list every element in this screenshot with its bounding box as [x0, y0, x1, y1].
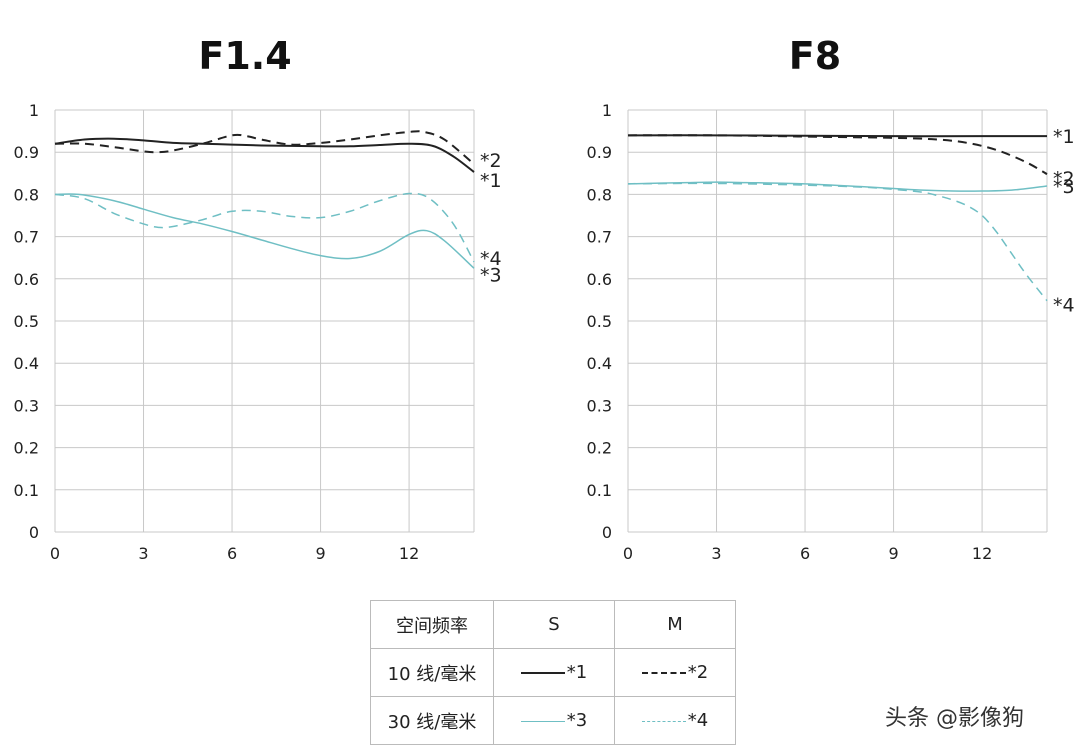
- y-tick-label: 1: [29, 101, 39, 120]
- series-label: *1: [1053, 126, 1075, 148]
- series-label: *1: [480, 170, 502, 192]
- legend-cell: *3: [493, 696, 615, 745]
- series-label: *3: [1053, 176, 1075, 198]
- legend-series-label: *4: [687, 710, 709, 731]
- y-tick-label: 0.5: [14, 312, 39, 331]
- y-tick-label: 0.4: [14, 354, 39, 373]
- legend-series-label: *3: [566, 710, 588, 731]
- legend-header-s: S: [493, 600, 615, 649]
- x-tick-label: 12: [972, 544, 992, 563]
- series-label: *4: [1053, 295, 1075, 317]
- legend-header-row: 空间频率 S M: [370, 600, 736, 649]
- series-line-star1: [54, 137, 475, 173]
- series-line-star3: [627, 181, 1048, 192]
- line-swatch-black-solid: [520, 672, 565, 674]
- x-tick-label: 0: [623, 544, 633, 563]
- legend-cell: *1: [493, 648, 615, 697]
- y-tick-label: 0.9: [14, 143, 39, 162]
- y-tick-label: 1: [602, 101, 612, 120]
- y-tick-label: 0.8: [587, 185, 612, 204]
- y-tick-label: 0.2: [14, 439, 39, 458]
- x-tick-label: 9: [888, 544, 898, 563]
- chart-title-f8: F8: [788, 34, 842, 78]
- y-tick-label: 0.4: [587, 354, 612, 373]
- legend-cell: *4: [614, 696, 736, 745]
- legend-row-30: 30 线/毫米 *3 *4: [370, 696, 736, 745]
- y-tick-label: 0.3: [587, 396, 612, 415]
- y-tick-label: 0.1: [587, 481, 612, 500]
- x-tick-label: 3: [138, 544, 148, 563]
- y-tick-label: 0.9: [587, 143, 612, 162]
- mtf-chart-f8: 00.10.20.30.40.50.60.70.80.910 3 6 9 12*1*2*…: [587, 101, 1075, 563]
- series-line-star4: [54, 192, 475, 263]
- y-tick-label: 0.7: [587, 228, 612, 247]
- legend-table: 空间频率 S M 10 线/毫米 *1 *2 30 线/毫米 *3 *4: [370, 600, 736, 745]
- x-tick-label: 3: [711, 544, 721, 563]
- series-label: *2: [480, 150, 502, 172]
- series-label: *3: [480, 264, 502, 286]
- legend-series-label: *2: [687, 662, 709, 683]
- legend-row-10: 10 线/毫米 *1 *2: [370, 648, 736, 697]
- series-label: *2: [1053, 168, 1075, 190]
- watermark: 头条 @影像狗: [885, 706, 1024, 731]
- y-tick-label: 0.7: [14, 228, 39, 247]
- y-tick-label: 0: [29, 523, 39, 542]
- y-tick-label: 0.1: [14, 481, 39, 500]
- series-line-star3: [54, 193, 475, 269]
- y-tick-label: 0.2: [587, 439, 612, 458]
- y-tick-label: 0.8: [14, 185, 39, 204]
- y-tick-label: 0.6: [587, 270, 612, 289]
- legend-series-label: *1: [566, 662, 588, 683]
- series-line-star2: [627, 134, 1048, 176]
- line-swatch-black-dashed: [641, 672, 686, 674]
- y-tick-label: 0.6: [14, 270, 39, 289]
- line-swatch-teal-dashed: [641, 720, 686, 722]
- x-tick-label: 6: [800, 544, 810, 563]
- legend-header-frequency: 空间频率: [370, 600, 494, 649]
- series-line-star4: [627, 182, 1048, 302]
- legend-header-m: M: [614, 600, 736, 649]
- chart-title-f14: F1.4: [198, 34, 292, 78]
- x-tick-label: 12: [399, 544, 419, 563]
- series-line-star2: [54, 130, 475, 165]
- x-tick-label: 0: [50, 544, 60, 563]
- x-tick-label: 9: [315, 544, 325, 563]
- grid: [627, 109, 1048, 533]
- legend-row-label: 10 线/毫米: [370, 648, 494, 697]
- x-tick-label: 6: [227, 544, 237, 563]
- line-swatch-teal-solid: [520, 720, 565, 722]
- y-tick-label: 0.3: [14, 396, 39, 415]
- y-tick-label: 0.5: [587, 312, 612, 331]
- legend-cell: *2: [614, 648, 736, 697]
- series-label: *4: [480, 248, 502, 270]
- y-tick-label: 0: [602, 523, 612, 542]
- mtf-chart-f14: 0 0.1 0.2 0.3 0.4 0.5 0.6 0.7 0.8 0.9 1 0 3 6 9 12 *1*2 *…: [14, 101, 502, 563]
- legend-row-label: 30 线/毫米: [370, 696, 494, 745]
